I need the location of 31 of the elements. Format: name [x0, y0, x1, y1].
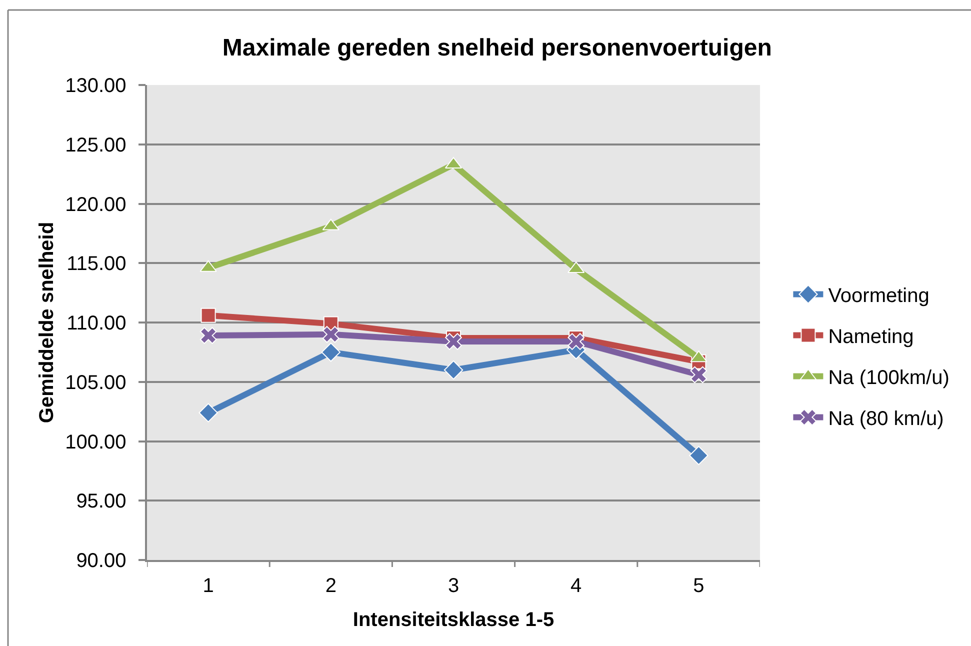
y-tick-label: 130.00 [65, 75, 126, 97]
x-tick-label: 1 [202, 574, 214, 597]
legend-label: Na (80 km/u) [828, 408, 944, 430]
y-tick-label: 105.00 [65, 372, 126, 394]
point [444, 360, 464, 380]
point [200, 327, 217, 344]
y-tick-label: 95.00 [76, 490, 126, 513]
point [568, 333, 585, 350]
point [322, 326, 340, 343]
chart-title: Maximale gereden snelheid personenvoertuigen [222, 34, 772, 62]
point [690, 366, 708, 384]
x-tick-label: 3 [448, 574, 460, 597]
y-tick-label: 120.00 [65, 194, 126, 216]
x-tick-label: 4 [570, 574, 582, 597]
point [321, 342, 340, 362]
x-axis-title: Intensiteitsklasse 1-5 [352, 608, 554, 631]
y-axis-title: Gemiddelde snelheid [36, 222, 58, 424]
y-tick-label: 90.00 [76, 550, 126, 572]
y-tick-label: 100.00 [65, 431, 126, 454]
point [200, 308, 216, 323]
point [689, 446, 708, 466]
y-tick-label: 125.00 [65, 134, 126, 156]
point [445, 333, 462, 350]
point [198, 403, 218, 422]
legend-label: Nameting [828, 326, 914, 348]
y-tick-label: 115.00 [66, 253, 126, 276]
legend-label: Na (100km/u) [828, 367, 950, 390]
x-tick-label: 2 [325, 574, 336, 597]
legend-label: Voormeting [828, 285, 930, 308]
y-tick-label: 110.00 [66, 312, 126, 334]
x-tick-label: 5 [693, 574, 704, 597]
